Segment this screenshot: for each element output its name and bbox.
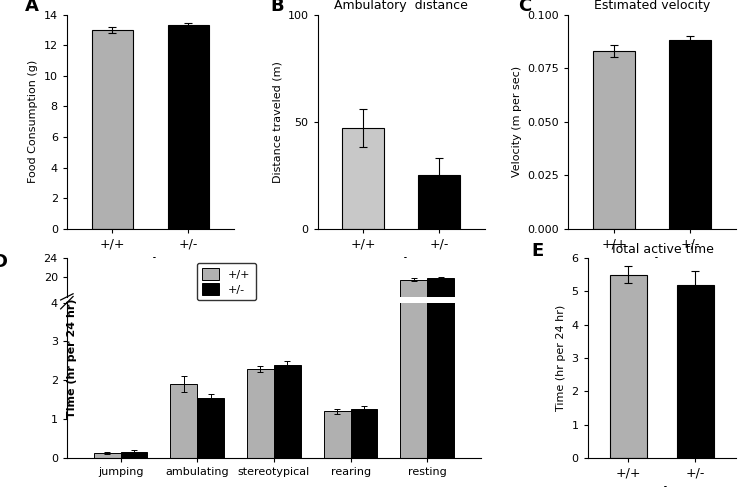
Bar [343, 128, 384, 229]
X-axis label: genotype: genotype [114, 257, 187, 270]
Bar [418, 175, 460, 229]
Bar [94, 453, 120, 458]
Y-axis label: Time (hr per 24 hr): Time (hr per 24 hr) [556, 305, 566, 411]
Text: B: B [270, 0, 285, 16]
Bar [274, 363, 301, 375]
Bar [351, 368, 377, 375]
Bar [324, 369, 351, 375]
Y-axis label: Food Consumption (g): Food Consumption (g) [28, 60, 38, 184]
Bar [197, 367, 224, 375]
Bar [170, 365, 197, 375]
Bar [324, 411, 351, 458]
Bar [593, 51, 635, 229]
Bar [120, 374, 147, 375]
Bar [274, 365, 301, 458]
Bar [677, 285, 714, 458]
Legend: +/+, +/-: +/+, +/- [197, 263, 256, 300]
Bar [609, 275, 646, 458]
Title: Estimated velocity: Estimated velocity [594, 0, 710, 12]
Y-axis label: Distance traveled (m): Distance traveled (m) [272, 61, 282, 183]
Bar [168, 25, 210, 229]
Bar [427, 279, 454, 375]
Bar [197, 398, 224, 458]
Text: D: D [0, 253, 7, 271]
X-axis label: genotype: genotype [364, 257, 438, 270]
Text: C: C [518, 0, 531, 16]
Bar [669, 40, 711, 229]
Bar [351, 409, 377, 458]
Bar [94, 374, 120, 375]
Bar [170, 384, 197, 458]
Text: .: . [660, 484, 663, 487]
X-axis label: genotype: genotype [625, 486, 698, 487]
Title: Total active time: Total active time [610, 243, 713, 256]
Bar [247, 369, 274, 458]
Bar [400, 0, 427, 458]
Title: Ambulatory  distance: Ambulatory distance [334, 0, 468, 12]
Text: A: A [25, 0, 39, 16]
Bar [91, 30, 133, 229]
X-axis label: genotype: genotype [615, 257, 689, 270]
Bar [427, 0, 454, 458]
Text: E: E [531, 242, 544, 260]
Bar [120, 451, 147, 458]
Bar [247, 363, 274, 375]
Y-axis label: Velocity (m per sec): Velocity (m per sec) [512, 66, 522, 177]
Bar [400, 280, 427, 375]
Text: Time (hr per 24 hr): Time (hr per 24 hr) [67, 298, 77, 418]
